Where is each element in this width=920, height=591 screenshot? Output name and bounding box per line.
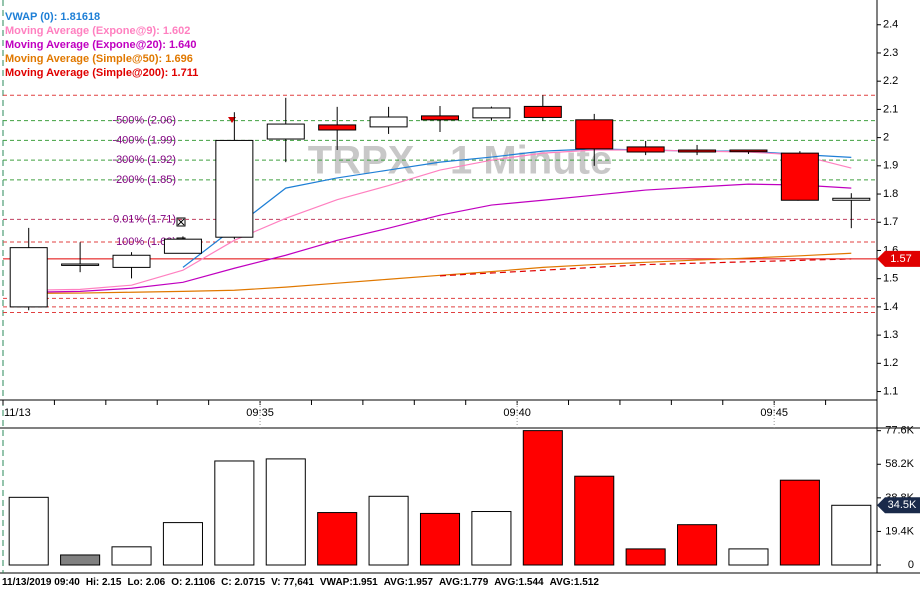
candle-body bbox=[318, 124, 357, 131]
y-tick-label: 2 bbox=[883, 132, 889, 144]
volume-bar bbox=[111, 546, 152, 566]
candle-body bbox=[420, 115, 460, 121]
candle-body bbox=[266, 123, 305, 140]
y-tick-label: 1.4 bbox=[883, 301, 898, 313]
status-item: O: 2.1106 bbox=[171, 577, 215, 588]
status-item: C: 2.0715 bbox=[221, 577, 265, 588]
volume-bar bbox=[779, 479, 820, 566]
status-line: 11/13/2019 09:40 Hi: 2.15 Lo: 2.06 O: 2.110… bbox=[2, 577, 599, 588]
candle-body bbox=[523, 105, 562, 118]
candle-body bbox=[780, 152, 819, 201]
volume-bar bbox=[625, 548, 666, 566]
legend-entry: Moving Average (Expone@9): 1.602 bbox=[5, 25, 190, 37]
status-item: 11/13/2019 09:40 bbox=[2, 577, 80, 588]
volume-tag-label: 34.5K bbox=[888, 499, 917, 511]
legend-entry: Moving Average (Expone@20): 1.640 bbox=[5, 39, 196, 51]
level-label: -300% (1.92) bbox=[112, 154, 176, 166]
y-tick-label: 1.5 bbox=[883, 273, 898, 285]
y-tick-label: 2.4 bbox=[883, 19, 898, 31]
status-item: Lo: 2.06 bbox=[127, 577, 165, 588]
status-item: AVG:1.512 bbox=[550, 577, 600, 588]
volume-bar bbox=[317, 512, 358, 566]
candle-body bbox=[832, 197, 871, 201]
candle-body bbox=[112, 254, 151, 268]
volume-bar bbox=[574, 475, 615, 566]
y-tick-label: 1.1 bbox=[883, 385, 898, 397]
candle-body bbox=[163, 238, 202, 254]
candle-body bbox=[61, 263, 100, 266]
level-label: 100% (1.63) bbox=[116, 236, 176, 248]
price-marker-label: 1.57 bbox=[890, 253, 911, 265]
candle-body bbox=[369, 116, 408, 128]
y-tick-label: 58.2K bbox=[885, 458, 914, 470]
status-item: V: 77,641 bbox=[271, 577, 314, 588]
candle-body bbox=[626, 146, 665, 153]
cross-box bbox=[177, 218, 185, 226]
status-item: AVG:1.779 bbox=[439, 577, 489, 588]
volume-bar bbox=[368, 495, 409, 566]
volume-bar bbox=[8, 496, 49, 566]
legend-entry: VWAP (0): 1.81618 bbox=[5, 11, 100, 23]
candle-body bbox=[678, 149, 717, 153]
volume-bar bbox=[419, 512, 461, 566]
y-tick-label: 1.9 bbox=[883, 160, 898, 172]
volume-bar bbox=[728, 548, 769, 566]
y-tick-label: 1.2 bbox=[883, 357, 898, 369]
volume-bar bbox=[214, 460, 255, 566]
volume-bar bbox=[60, 554, 101, 566]
candle-body bbox=[729, 149, 768, 153]
status-item: VWAP:1.951 bbox=[320, 577, 378, 588]
candle-body bbox=[215, 139, 254, 238]
status-item: AVG:1.957 bbox=[384, 577, 434, 588]
candle-body bbox=[575, 119, 614, 150]
status-item: Hi: 2.15 bbox=[86, 577, 122, 588]
overlay-line bbox=[439, 258, 852, 277]
y-tick-label: 1.8 bbox=[883, 188, 898, 200]
volume-bar bbox=[162, 522, 203, 566]
volume-bar bbox=[677, 524, 718, 566]
legend-entry: Moving Average (Simple@200): 1.711 bbox=[5, 67, 198, 79]
volume-bar bbox=[265, 458, 306, 566]
volume-bar bbox=[831, 504, 872, 566]
volume-bar bbox=[522, 430, 563, 566]
legend-entry: Moving Average (Simple@50): 1.696 bbox=[5, 53, 193, 65]
y-tick-label: 2.3 bbox=[883, 47, 898, 59]
y-tick-label: 0 bbox=[908, 559, 914, 571]
volume-tag bbox=[877, 497, 920, 514]
volume-bar bbox=[471, 511, 512, 566]
overlay-line bbox=[28, 183, 852, 293]
level-label: -500% (2.06) bbox=[112, 115, 176, 127]
candle-body bbox=[9, 247, 48, 308]
y-tick-label: 1.7 bbox=[883, 216, 898, 228]
candle-body bbox=[472, 107, 511, 119]
y-tick-label: 77.6K bbox=[885, 425, 914, 437]
price-marker-tag bbox=[877, 250, 920, 267]
y-tick-label: 2.1 bbox=[883, 103, 898, 115]
level-label: -200% (1.85) bbox=[112, 174, 176, 186]
status-item: AVG:1.544 bbox=[494, 577, 544, 588]
y-tick-label: 19.4K bbox=[885, 525, 914, 537]
y-tick-label: 1.3 bbox=[883, 329, 898, 341]
y-tick-label: 2.2 bbox=[883, 75, 898, 87]
level-label: -400% (1.99) bbox=[112, 134, 176, 146]
level-label: 0.01% (1.71) bbox=[113, 213, 176, 225]
x-tick-label: 11/13 bbox=[4, 407, 31, 419]
